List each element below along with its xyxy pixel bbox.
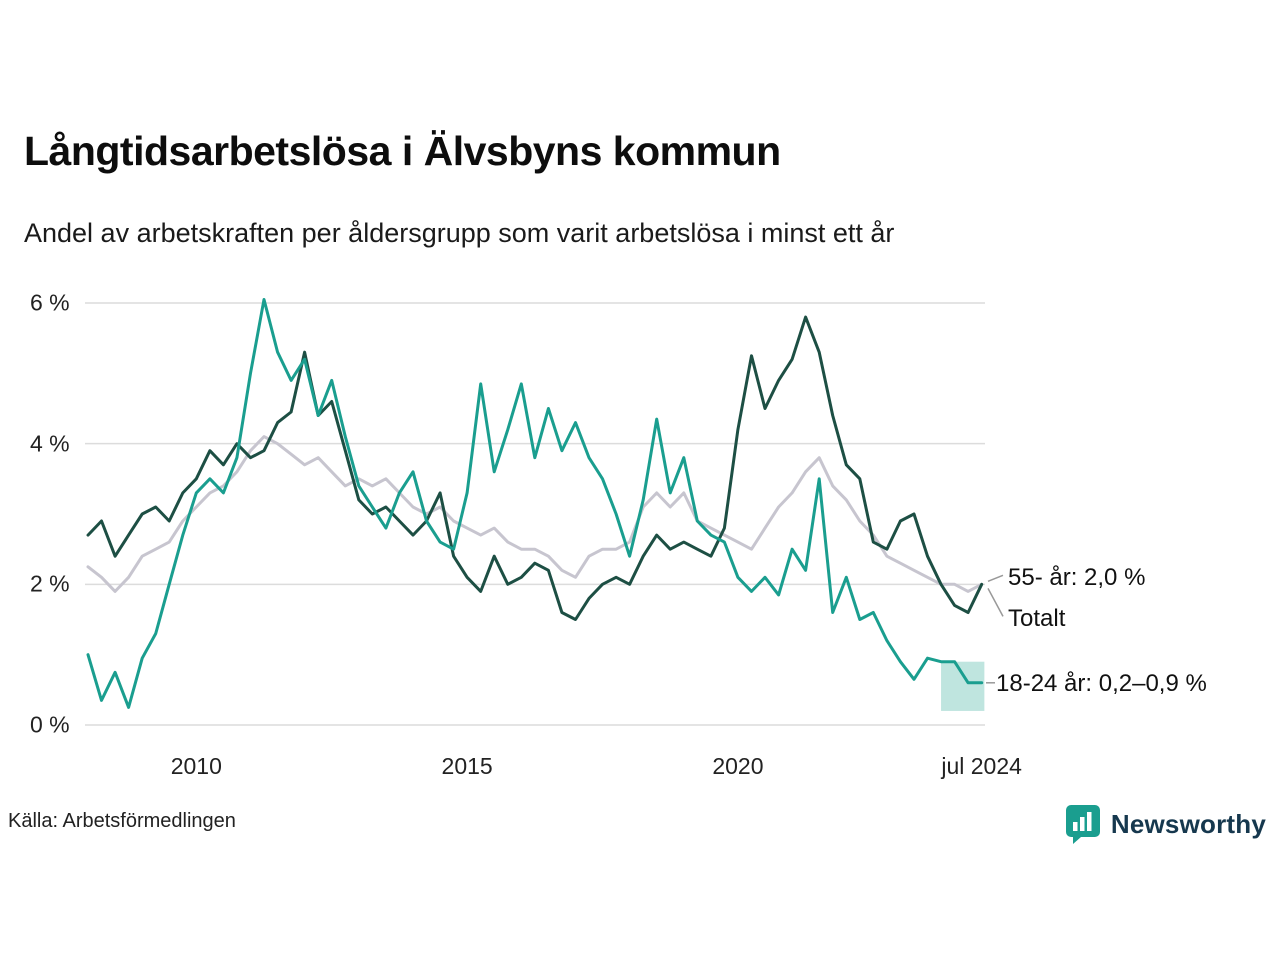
y-axis-label: 4 % bbox=[30, 430, 70, 457]
source-text: Källa: Arbetsförmedlingen bbox=[8, 810, 236, 832]
y-axis-label: 6 % bbox=[30, 289, 70, 316]
annotation-18-24: 18-24 år: 0,2–0,9 % bbox=[996, 670, 1207, 697]
page-title: Långtidsarbetslösa i Älvsbyns kommun bbox=[24, 128, 781, 174]
x-axis-label: 2010 bbox=[170, 753, 222, 779]
x-axis-label: 2015 bbox=[441, 753, 493, 779]
series-line-totalt bbox=[86, 435, 984, 593]
series-line-55-r bbox=[86, 315, 984, 621]
annotation-55-plus: 55- år: 2,0 % bbox=[1008, 564, 1146, 591]
leader-line-55 bbox=[987, 574, 1004, 583]
x-axis-label: jul 2024 bbox=[941, 753, 1022, 779]
leader-line-totalt bbox=[987, 587, 1004, 617]
y-axis-label: 2 % bbox=[30, 570, 70, 597]
y-axis-label: 0 % bbox=[30, 711, 70, 738]
annotation-totalt: Totalt bbox=[1008, 605, 1066, 632]
x-axis-label: 2020 bbox=[712, 753, 764, 779]
page-subtitle: Andel av arbetskraften per åldersgrupp s… bbox=[24, 218, 895, 248]
newsworthy-logo: Newsworthy bbox=[1065, 804, 1266, 844]
series-line-18-24-r bbox=[86, 298, 984, 709]
newsworthy-icon bbox=[1065, 805, 1100, 844]
newsworthy-wordmark: Newsworthy bbox=[1110, 808, 1266, 839]
uncertainty-band bbox=[941, 661, 985, 711]
